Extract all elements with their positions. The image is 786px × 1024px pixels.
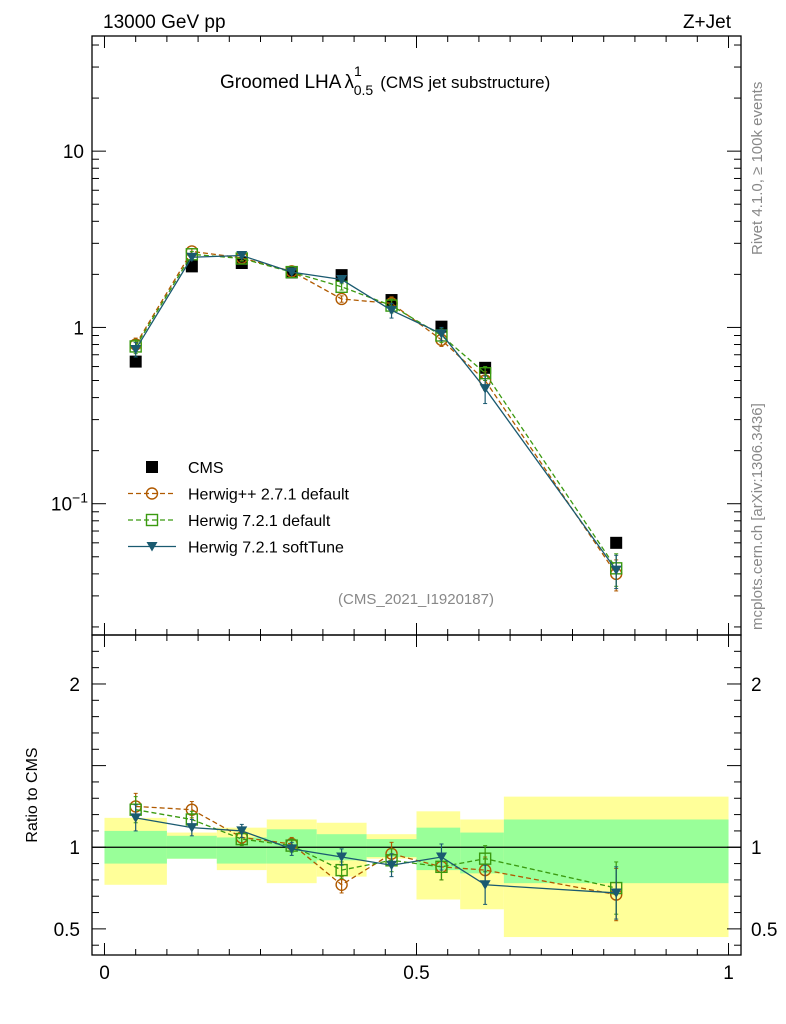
main-softtune-point (186, 252, 198, 263)
header-left: 13000 GeV pp (103, 12, 226, 33)
legend-label: Herwig 7.2.1 softTune (188, 540, 344, 557)
legend: CMS Herwig++ 2.7.1 default Herwig 7.2.1 de… (128, 460, 350, 557)
ratio-herwigpp-point (335, 878, 348, 891)
legend-marker (145, 513, 159, 527)
ratio-ytick-label-left: 2 (69, 675, 80, 696)
legend-label: Herwig++ 2.7.1 default (188, 487, 350, 504)
ratio-softtune-point (336, 852, 348, 863)
main-herwigpp-point (335, 292, 348, 306)
main-cms-point (129, 355, 142, 368)
main-softtune-point (435, 329, 447, 339)
ratio-softtune-point (236, 826, 248, 836)
ratio-xtick-label: 1 (723, 963, 734, 984)
ratio-ytick-label-right: 1 (751, 838, 762, 859)
main-softtune-point (130, 344, 142, 355)
main-softtune-point (610, 565, 622, 576)
plot-title: Groomed LHA λ1 0.5 (CMS jet substructure) (220, 63, 550, 98)
ratio-softtune-point (286, 844, 298, 854)
ratio-xtick-label: 0.5 (403, 963, 429, 984)
main-ytick-label: 10−1 (51, 490, 88, 516)
ratio-xtick-label: 0 (99, 963, 110, 984)
main-softtune-point (479, 384, 491, 394)
mcplots-label: mcplots.cern.ch [arXiv:1306.3436] (749, 403, 766, 630)
main-herwig721-point (285, 265, 298, 279)
ratio-herwig721-point (478, 852, 492, 865)
legend-marker (146, 461, 158, 473)
ratio-band-green (416, 827, 461, 871)
ratio-ytick-label-right: 0.5 (751, 920, 777, 941)
ratio-softtune-point (130, 813, 142, 823)
ratio-softtune-point (386, 860, 398, 871)
legend-label: Herwig 7.2.1 default (188, 513, 331, 530)
legend-marker (146, 542, 158, 552)
legend-label: CMS (188, 460, 224, 477)
ratio-softtune-point (186, 823, 198, 833)
ratio-softtune-point (610, 888, 622, 898)
main-softtune-point (286, 267, 298, 278)
ratio-ylabel: Ratio to CMS (24, 747, 41, 842)
rivet-label: Rivet 4.1.0, ≥ 100k events (749, 82, 766, 255)
main-herwig721-line (135, 253, 617, 569)
main-cms-point (610, 536, 623, 549)
legend-marker (145, 487, 159, 500)
ratio-softtune-point (435, 852, 447, 863)
main-ytick-label: 1 (73, 318, 84, 339)
main-softtune-point (236, 250, 248, 261)
ratio-ytick-label-left: 1 (69, 838, 80, 859)
main-ytick-label: 10 (63, 142, 84, 163)
ratio-panel: 2 2 1 1 0.5 0.5 0 0.5 1 (54, 634, 777, 984)
analysis-id: (CMS_2021_I1920187) (338, 591, 494, 608)
main-softtune-point (336, 275, 348, 285)
header-right: Z+Jet (683, 12, 732, 33)
main-softtune-point (386, 305, 398, 316)
ratio-ytick-label-right: 2 (751, 675, 762, 696)
ratio-softtune-point (479, 880, 491, 890)
ratio-ytick-label-left: 0.5 (54, 920, 80, 941)
